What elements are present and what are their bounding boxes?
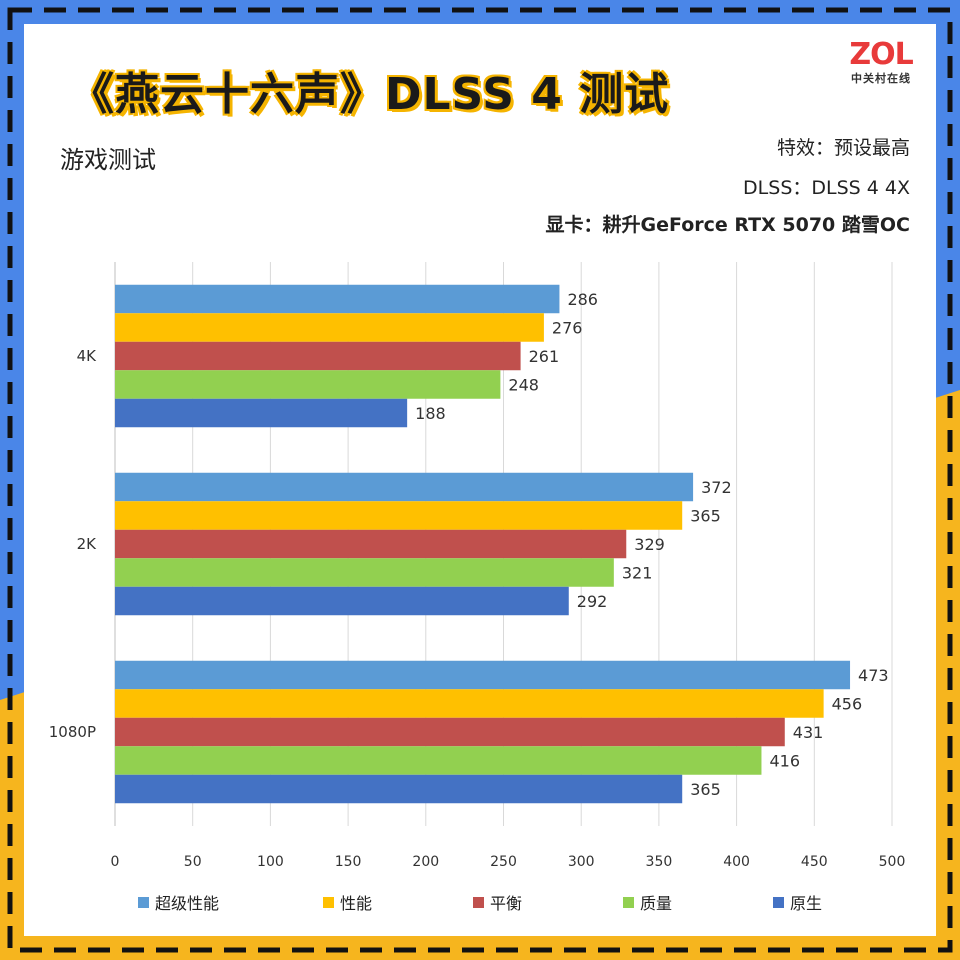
logo-main-text: ZOL <box>849 37 913 72</box>
legend-item: 原生 <box>773 892 823 913</box>
legend-swatch <box>323 896 334 908</box>
bar <box>115 586 569 616</box>
category-label: 4K <box>77 347 98 365</box>
x-tick-label: 500 <box>879 854 906 870</box>
legend-label: 质量 <box>640 894 673 913</box>
data-label: 261 <box>529 347 560 366</box>
info-settings: 特效：预设最高 <box>776 137 910 159</box>
x-tick-label: 450 <box>801 854 828 870</box>
info-gpu: 显卡：耕升GeForce RTX 5070 踏雪OC <box>545 214 910 236</box>
data-label: 248 <box>508 376 539 395</box>
x-tick-label: 150 <box>335 854 362 870</box>
x-tick-label: 400 <box>723 854 750 870</box>
legend-label: 超级性能 <box>155 894 220 913</box>
legend-label: 原生 <box>790 894 823 913</box>
legend-swatch <box>773 896 784 908</box>
x-tick-label: 50 <box>184 854 202 870</box>
legend-label: 平衡 <box>490 894 523 913</box>
legend-item: 超级性能 <box>138 892 220 913</box>
x-tick-label: 100 <box>257 854 284 870</box>
x-tick-label: 0 <box>111 854 120 870</box>
data-label: 431 <box>793 723 824 742</box>
bar <box>115 284 560 314</box>
bar <box>115 529 627 559</box>
legend-swatch <box>623 896 634 908</box>
data-label: 329 <box>634 535 665 554</box>
bar <box>115 660 851 690</box>
data-label: 188 <box>415 404 446 423</box>
data-label: 473 <box>858 666 889 685</box>
legend-item: 质量 <box>623 892 673 913</box>
data-label: 416 <box>769 752 800 771</box>
chart-title: 《燕云十六声》DLSS 4 测试 <box>70 69 670 120</box>
bar <box>115 501 683 530</box>
x-tick-label: 200 <box>412 854 439 870</box>
legend-item: 平衡 <box>473 892 523 913</box>
bar <box>115 472 694 502</box>
bar <box>115 370 501 399</box>
data-label: 365 <box>690 507 721 526</box>
bar <box>115 313 544 342</box>
data-label: 276 <box>552 319 583 338</box>
x-tick-label: 350 <box>646 854 673 870</box>
data-label: 321 <box>622 564 653 583</box>
data-label: 286 <box>567 290 598 309</box>
category-label: 2K <box>77 535 98 553</box>
x-tick-label: 300 <box>568 854 595 870</box>
x-tick-label: 250 <box>490 854 517 870</box>
legend-swatch <box>138 896 149 908</box>
legend-swatch <box>473 896 484 908</box>
data-label: 456 <box>832 695 863 714</box>
legend-label: 性能 <box>340 894 373 913</box>
bar <box>115 717 785 747</box>
data-label: 292 <box>577 592 608 611</box>
legend-item: 性能 <box>323 892 373 913</box>
chart-subtitle: 游戏测试 <box>60 146 156 174</box>
data-label: 372 <box>701 478 732 497</box>
bar <box>115 558 614 587</box>
bar <box>115 398 408 428</box>
dashed-border <box>7 7 953 953</box>
bar <box>115 341 521 371</box>
zol-logo: ZOL 中关村在线 <box>836 40 926 86</box>
bar <box>115 746 762 775</box>
data-label: 365 <box>690 780 721 799</box>
bar <box>115 689 824 718</box>
logo-sub-text: 中关村在线 <box>851 72 911 85</box>
category-label: 1080P <box>49 723 96 741</box>
info-dlss: DLSS：DLSS 4 4X <box>743 177 910 199</box>
bar <box>115 774 683 804</box>
